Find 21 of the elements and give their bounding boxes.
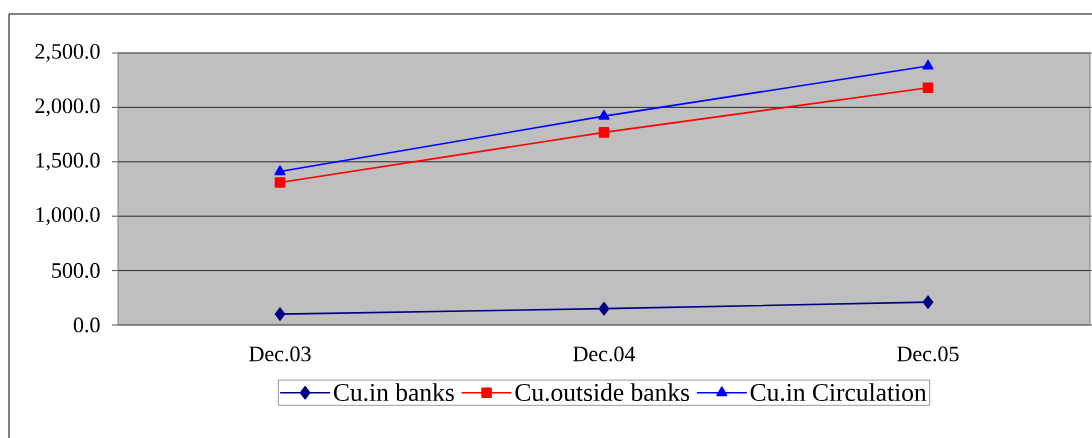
y-tick-label: 1,500.0 xyxy=(36,152,100,171)
y-tick-label: 500.0 xyxy=(52,263,100,279)
point xyxy=(274,165,286,176)
point xyxy=(598,109,610,120)
x-tick-label: Dec.03 xyxy=(249,346,311,362)
legend-label: Cu.outside banks xyxy=(515,383,690,402)
x-tick-label: Dec.05 xyxy=(897,346,959,362)
point xyxy=(274,177,286,188)
legend-label: Cu.in Circulation xyxy=(750,383,927,402)
point xyxy=(598,301,610,316)
x-tick-label: Dec.04 xyxy=(573,346,636,362)
y-tick-label: 0.0 xyxy=(73,317,100,333)
point xyxy=(922,59,934,70)
point xyxy=(274,307,286,321)
legend-label: Cu.in banks xyxy=(333,383,454,402)
y-tick-label: 2,500.0 xyxy=(35,43,100,62)
y-tick-label: 2,000.0 xyxy=(35,98,100,117)
point xyxy=(922,82,934,94)
point xyxy=(598,127,610,138)
point xyxy=(922,295,934,309)
y-tick-label: 1,000.0 xyxy=(36,207,100,226)
